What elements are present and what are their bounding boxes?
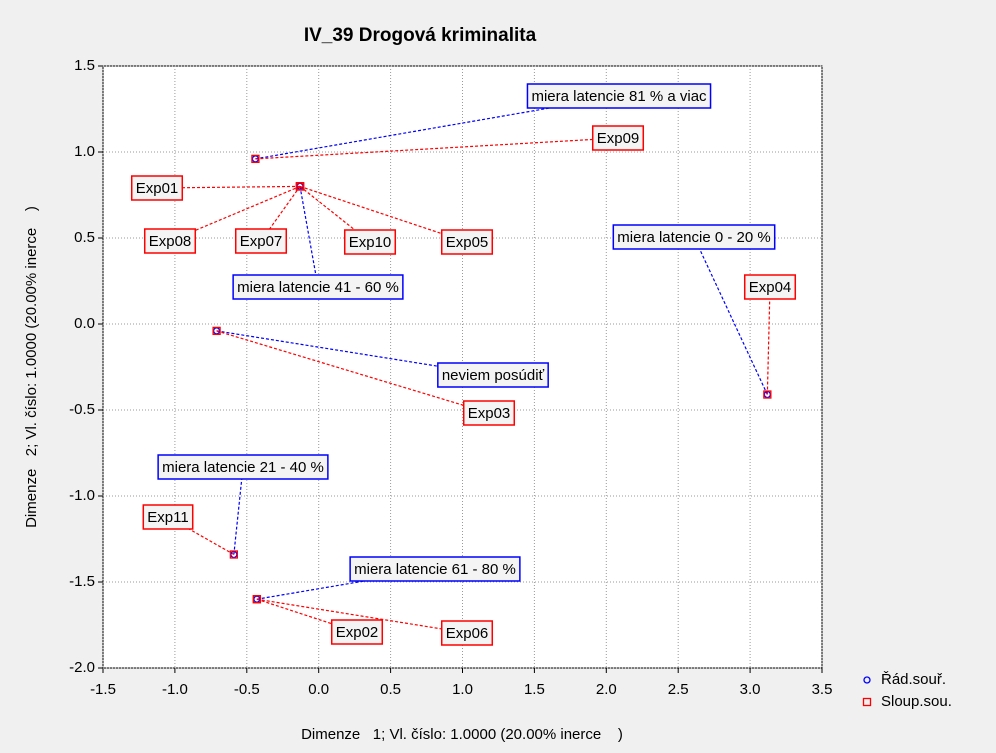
label-box (612, 224, 776, 250)
label-box (349, 556, 521, 582)
leader-line (255, 137, 619, 160)
label-box (591, 125, 645, 151)
legend-label: Řád.souř. (881, 671, 946, 688)
label-box (743, 274, 797, 300)
x-tick-label: 2.0 (596, 681, 617, 698)
point-label: Exp06 (446, 625, 489, 642)
y-tick-label: -1.5 (69, 573, 95, 590)
label-box (526, 83, 712, 109)
point-label: miera latencie 61 - 80 % (354, 561, 516, 578)
point-label: miera latencie 0 - 20 % (617, 229, 770, 246)
x-tick-label: 0.5 (380, 681, 401, 698)
point-label: neviem posúdiť (442, 367, 545, 384)
point-label: Exp01 (136, 180, 179, 197)
label-box (232, 274, 404, 300)
x-tick-label: 3.5 (812, 681, 833, 698)
label-box (437, 362, 549, 388)
x-tick-label: 1.0 (452, 681, 473, 698)
point-label: Exp03 (468, 405, 511, 422)
point-label: Exp05 (446, 234, 489, 251)
leader-line (216, 330, 494, 376)
x-tick-label: -1.5 (90, 681, 116, 698)
y-tick-label: 0.0 (74, 315, 95, 332)
y-tick-label: -0.5 (69, 401, 95, 418)
leader-line (167, 516, 235, 556)
point-label: Exp09 (597, 130, 640, 147)
y-tick-label: -1.0 (69, 487, 95, 504)
leader-line (216, 330, 490, 414)
x-axis-label: Dimenze 1; Vl. číslo: 1.0000 (20.00% ine… (301, 726, 623, 743)
x-tick-label: 2.5 (668, 681, 689, 698)
label-box (130, 175, 184, 201)
point (252, 595, 262, 604)
point-label: miera latencie 21 - 40 % (162, 459, 324, 476)
label-box (234, 228, 288, 254)
legend-marker (862, 697, 872, 707)
point-label: Exp07 (240, 233, 283, 250)
point-label: Exp02 (336, 624, 379, 641)
label-box (440, 620, 494, 646)
y-tick-label: 1.5 (74, 57, 95, 74)
point (229, 550, 239, 559)
x-tick-label: -1.0 (162, 681, 188, 698)
label-box (440, 229, 494, 255)
leader-line (156, 185, 301, 189)
y-tick-label: 0.5 (74, 229, 95, 246)
label-box (343, 229, 397, 255)
label-box (462, 400, 516, 426)
label-box (330, 619, 384, 645)
point-label: miera latencie 81 % a viac (531, 88, 707, 105)
point-label: Exp11 (147, 509, 188, 526)
y-axis-label: Dimenze 2; Vl. číslo: 1.0000 (20.00% ine… (23, 206, 40, 528)
point-label: Exp08 (149, 233, 192, 250)
leader-line (256, 598, 468, 634)
leader-line (766, 286, 771, 395)
point-label: Exp10 (349, 234, 392, 251)
legend-label: Sloup.sou. (881, 693, 952, 710)
label-box (157, 454, 329, 480)
point-label: Exp04 (749, 279, 792, 296)
point (212, 326, 221, 336)
x-tick-label: 0.0 (308, 681, 329, 698)
legend-marker (863, 676, 871, 684)
leader-line (299, 185, 468, 243)
point (251, 154, 260, 164)
chart-title: IV_39 Drogová kriminalita (304, 25, 537, 46)
y-tick-label: -2.0 (69, 659, 95, 676)
x-tick-label: 3.0 (740, 681, 761, 698)
label-box (143, 228, 197, 254)
x-tick-label: -0.5 (234, 681, 260, 698)
point (295, 182, 305, 191)
label-box (142, 504, 194, 530)
point (763, 390, 772, 399)
x-tick-label: 1.5 (524, 681, 545, 698)
leader-line (299, 186, 319, 288)
y-tick-label: 1.0 (74, 143, 95, 160)
point-label: miera latencie 41 - 60 % (237, 279, 399, 296)
leader-line (693, 236, 768, 395)
